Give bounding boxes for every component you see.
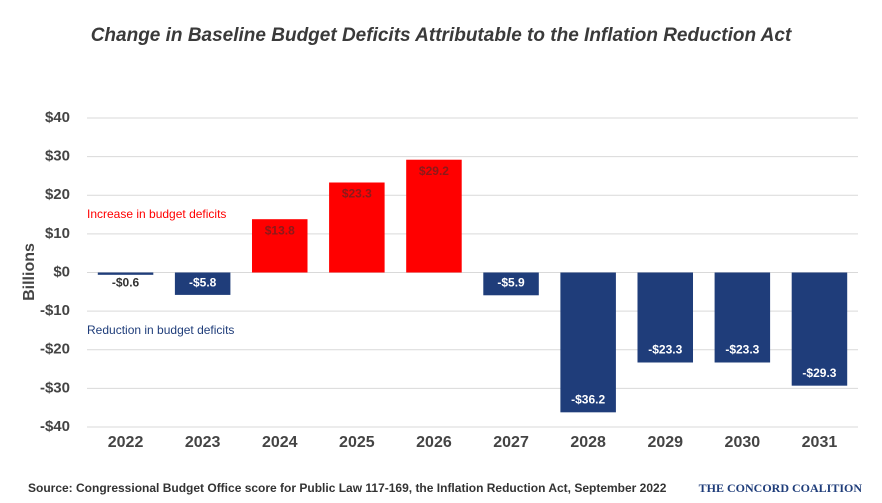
value-label: -$5.9 bbox=[497, 276, 525, 290]
annotation: Increase in budget deficits bbox=[87, 207, 226, 221]
x-tick-label: 2024 bbox=[262, 434, 298, 451]
y-axis-label: Billions bbox=[21, 243, 38, 301]
y-tick-label: $0 bbox=[53, 263, 70, 280]
x-tick-label: 2029 bbox=[647, 434, 683, 451]
bar bbox=[406, 159, 462, 273]
value-label: -$23.3 bbox=[648, 343, 682, 357]
y-tick-label: -$40 bbox=[40, 418, 70, 435]
bar bbox=[791, 272, 848, 386]
x-tick-label: 2025 bbox=[339, 434, 375, 451]
y-tick-label: $20 bbox=[45, 186, 70, 203]
bar bbox=[97, 272, 154, 275]
bar bbox=[637, 272, 694, 363]
x-tick-label: 2031 bbox=[802, 434, 838, 451]
x-tick-label: 2023 bbox=[185, 434, 221, 451]
bar bbox=[174, 272, 231, 295]
y-tick-label: $30 bbox=[45, 148, 70, 165]
annotation: Reduction in budget deficits bbox=[87, 323, 234, 337]
bar bbox=[560, 272, 616, 413]
value-label: -$29.3 bbox=[802, 366, 836, 380]
y-tick-label: -$20 bbox=[40, 341, 70, 358]
y-tick-label: -$30 bbox=[40, 379, 70, 396]
y-tick-label: -$10 bbox=[40, 302, 70, 319]
y-tick-label: $10 bbox=[45, 225, 70, 242]
bar bbox=[483, 272, 539, 296]
bar bbox=[329, 182, 385, 273]
x-tick-label: 2028 bbox=[570, 434, 606, 451]
y-tick-label: $40 bbox=[45, 109, 70, 126]
x-tick-label: 2030 bbox=[725, 434, 761, 451]
bar bbox=[714, 272, 771, 363]
logo: THE CONCORD COALITION bbox=[699, 481, 863, 495]
value-label: -$5.8 bbox=[189, 276, 217, 290]
value-label: $13.8 bbox=[265, 223, 295, 237]
x-tick-label: 2026 bbox=[416, 434, 452, 451]
bar bbox=[251, 219, 308, 273]
value-label: -$0.6 bbox=[112, 276, 140, 290]
x-tick-label: 2022 bbox=[108, 434, 144, 451]
value-label: $23.3 bbox=[342, 187, 372, 201]
value-label: $29.2 bbox=[419, 164, 449, 178]
source: Source: Congressional Budget Office scor… bbox=[28, 481, 667, 495]
x-tick-label: 2027 bbox=[493, 434, 529, 451]
value-label: -$36.2 bbox=[571, 392, 605, 406]
value-label: -$23.3 bbox=[725, 343, 759, 357]
chart-title: Change in Baseline Budget Deficits Attri… bbox=[91, 25, 792, 46]
